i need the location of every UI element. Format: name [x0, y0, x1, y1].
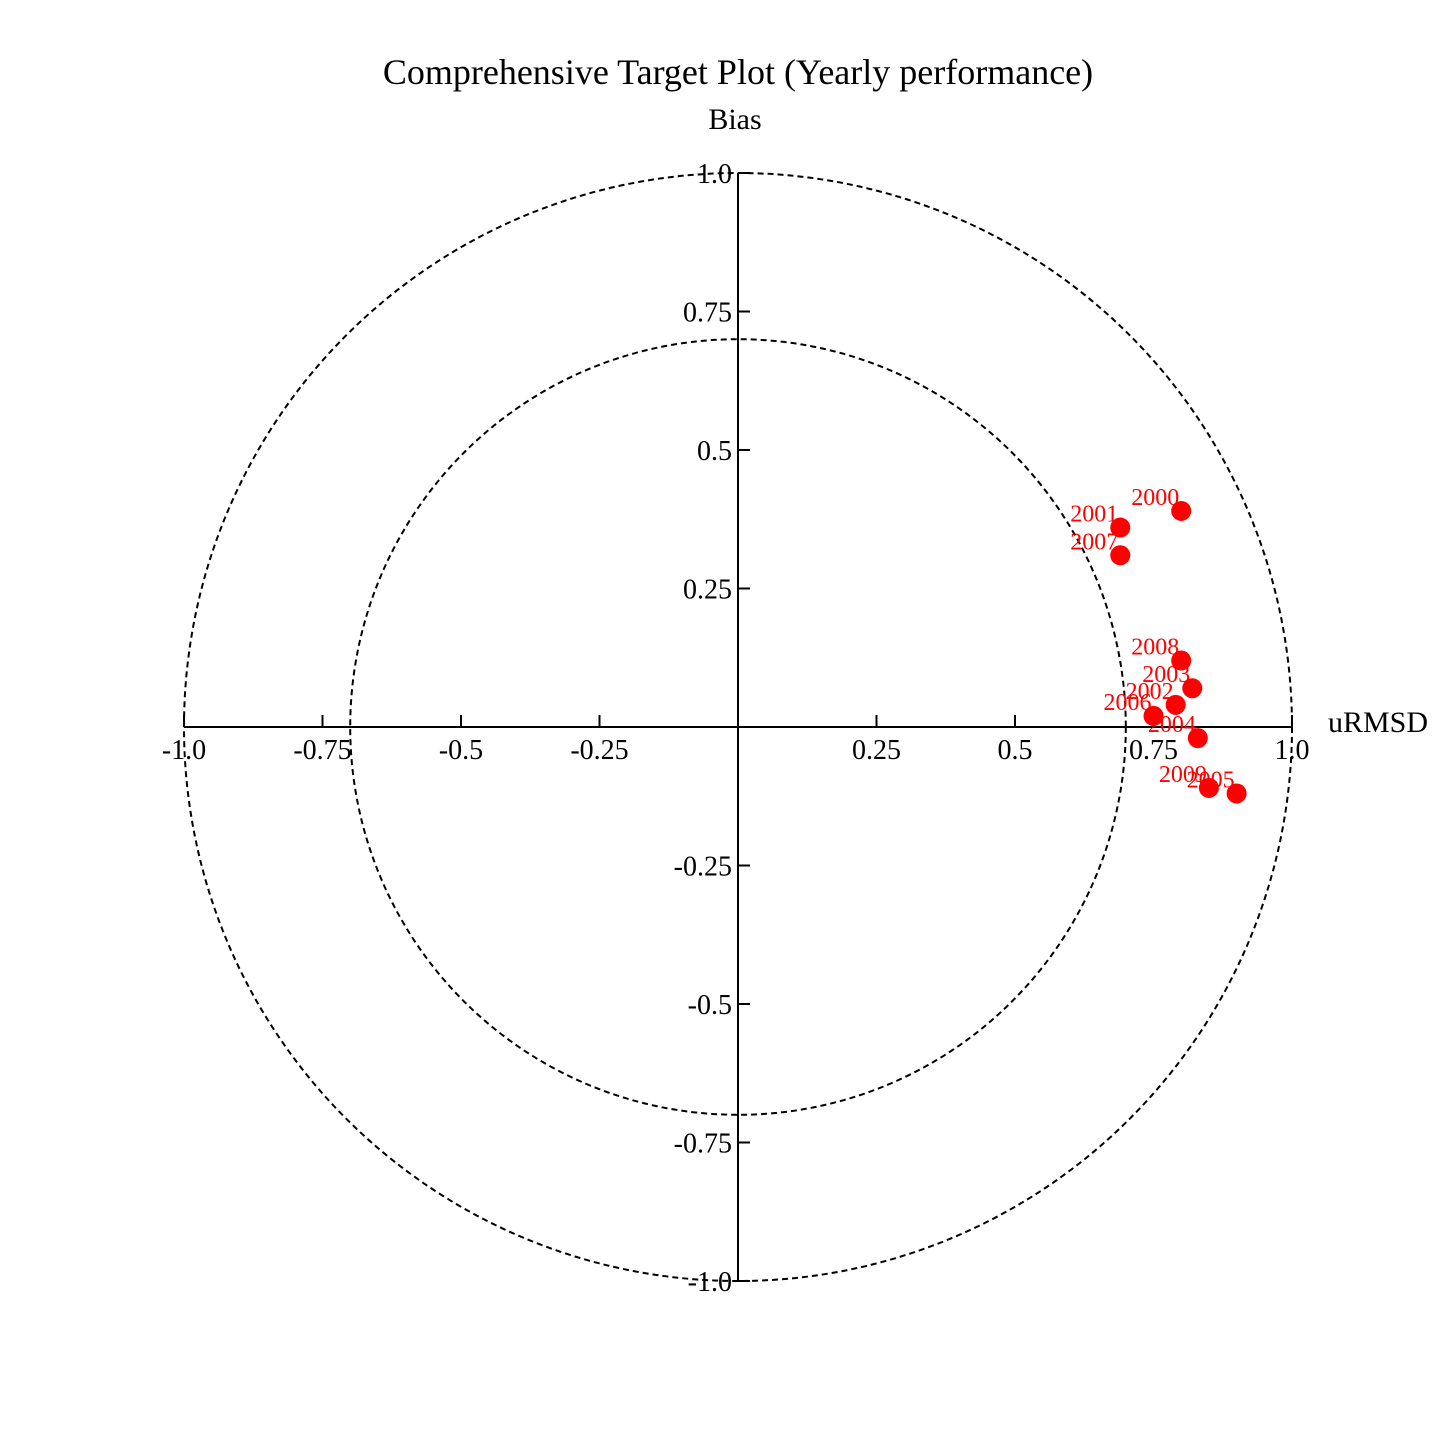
y-tick-label: 0.5: [697, 436, 732, 467]
x-tick-label: -0.5: [439, 735, 483, 766]
point-2008: [1171, 650, 1192, 671]
y-tick-label: 1.0: [697, 159, 732, 190]
point-label-2008: 2008: [1131, 635, 1179, 661]
x-tick-label: -0.75: [293, 735, 351, 766]
x-tick-label: -0.25: [570, 735, 628, 766]
y-tick-label: 0.25: [683, 575, 732, 606]
point-2001: [1110, 517, 1131, 538]
point-label-2005: 2005: [1187, 767, 1235, 793]
y-tick-label: -0.5: [688, 990, 732, 1021]
x-tick-label: 1.0: [1275, 735, 1310, 766]
x-tick-label: -1.0: [162, 735, 206, 766]
point-label-2004: 2004: [1148, 712, 1196, 738]
x-tick-label: 0.5: [998, 735, 1033, 766]
x-tick-label: 0.75: [1129, 735, 1178, 766]
point-2000: [1171, 500, 1192, 521]
point-2005: [1226, 783, 1247, 804]
point-label-2006: 2006: [1104, 690, 1152, 716]
point-label-2007: 2007: [1070, 529, 1118, 555]
y-axis-label: Bias: [708, 103, 761, 136]
point-2007: [1110, 545, 1131, 566]
point-2006: [1143, 705, 1164, 726]
point-label-2000: 2000: [1131, 485, 1179, 511]
x-tick-label: 0.25: [852, 735, 901, 766]
point-label-2002: 2002: [1126, 679, 1174, 705]
point-label-2003: 2003: [1142, 662, 1190, 688]
x-axis-label: uRMSD: [1328, 706, 1428, 739]
ticks: -1.0 -0.75 -0.5 -0.25 0.25 0.5 0.75 1.0 1.0 0.75 0…: [162, 159, 1310, 1298]
point-label-2009: 2009: [1159, 762, 1207, 788]
point-2004: [1187, 728, 1208, 749]
chart-title: Comprehensive Target Plot (Yearly perfor…: [383, 52, 1093, 92]
point-2009: [1198, 777, 1219, 798]
y-tick-label: 0.75: [683, 298, 732, 329]
y-tick-label: -1.0: [688, 1267, 732, 1298]
axes: [184, 173, 1292, 1281]
y-tick-label: -0.25: [674, 852, 732, 883]
y-tick-label: -0.75: [674, 1129, 732, 1160]
point-2003: [1182, 678, 1203, 699]
point-2002: [1165, 694, 1186, 715]
point-label-2001: 2001: [1070, 502, 1118, 528]
